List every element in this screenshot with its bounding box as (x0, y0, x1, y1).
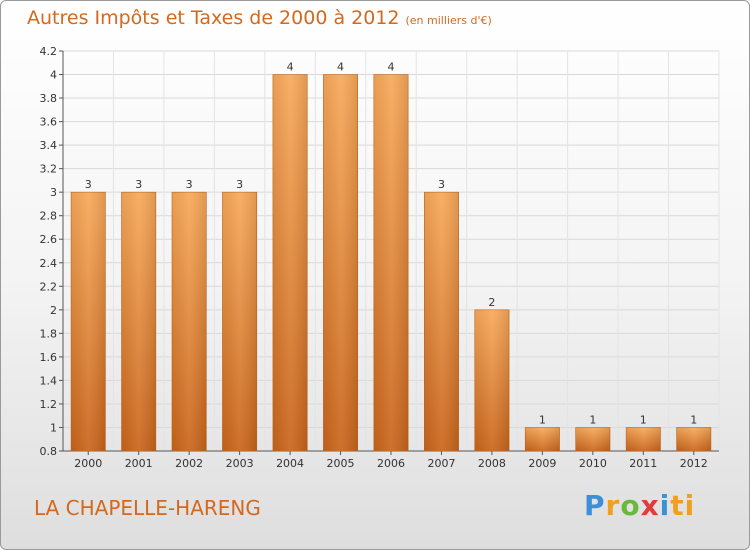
brand-letter: i (659, 489, 671, 522)
bar-data-label: 1 (539, 413, 546, 426)
bar-shading (575, 427, 611, 451)
bar-shading (626, 427, 661, 451)
bar-data-label: 3 (186, 178, 193, 191)
y-tick-label: 4 (50, 69, 57, 82)
bar-data-label: 1 (690, 413, 697, 426)
bar-shading (525, 427, 560, 451)
y-tick-label: 2.2 (40, 280, 58, 293)
x-tick-label: 2004 (276, 457, 304, 470)
y-tick-label: 1.6 (40, 351, 58, 364)
y-tick-label: 3 (50, 186, 57, 199)
chart-unit-label: (en milliers d'€) (405, 14, 492, 27)
brand-letter: ti (670, 489, 696, 522)
y-tick-label: 3.6 (40, 116, 58, 129)
brand-letter: r (605, 489, 621, 522)
bar-data-label: 1 (589, 413, 596, 426)
bar-data-label: 4 (388, 61, 395, 74)
bar-shading (71, 192, 106, 452)
bar-data-label: 3 (236, 178, 243, 191)
x-tick-label: 2008 (478, 457, 506, 470)
x-tick-label: 2006 (377, 457, 405, 470)
y-tick-label: 4.2 (40, 45, 58, 58)
bar-shading (323, 74, 358, 451)
bar-shading (171, 192, 207, 452)
bar-data-label: 1 (640, 413, 647, 426)
x-tick-label: 2012 (680, 457, 708, 470)
bar-data-label: 3 (438, 178, 445, 191)
place-name: LA CHAPELLE-HARENG (34, 496, 261, 520)
y-tick-label: 3.8 (40, 92, 58, 105)
y-tick-label: 2.8 (40, 210, 58, 223)
bar-data-label: 2 (488, 296, 495, 309)
brand-letter: o (620, 489, 641, 522)
y-tick-label: 1.2 (40, 398, 58, 411)
x-tick-label: 2010 (579, 457, 607, 470)
x-tick-label: 2007 (427, 457, 455, 470)
bar-shading (222, 192, 257, 452)
bar-shading (272, 74, 308, 451)
x-tick-label: 2000 (74, 457, 102, 470)
y-tick-label: 0.8 (40, 445, 58, 458)
brand-logo: Proxiti (584, 489, 695, 522)
y-tick-label: 1 (50, 421, 57, 434)
bar-shading (424, 192, 459, 452)
y-tick-label: 2.6 (40, 233, 58, 246)
chart-title-text: Autres Impôts et Taxes de 2000 à 2012 (27, 7, 400, 29)
y-tick-label: 3.4 (40, 139, 58, 152)
x-tick-label: 2001 (125, 457, 153, 470)
y-tick-label: 1.4 (40, 374, 58, 387)
y-tick-label: 2 (50, 304, 57, 317)
bar-data-label: 3 (85, 178, 92, 191)
bar-data-label: 4 (337, 61, 344, 74)
x-tick-label: 2002 (175, 457, 203, 470)
x-tick-label: 2005 (327, 457, 355, 470)
bar-shading (373, 74, 409, 451)
y-tick-label: 1.8 (40, 327, 58, 340)
bar-data-label: 4 (287, 61, 294, 74)
bar-shading (121, 192, 156, 452)
x-tick-label: 2009 (528, 457, 556, 470)
bar-shading (474, 309, 510, 451)
brand-letter: P (584, 489, 606, 522)
chart-title: Autres Impôts et Taxes de 2000 à 2012 (en… (27, 7, 492, 29)
y-tick-label: 2.4 (40, 257, 58, 270)
x-tick-label: 2011 (629, 457, 657, 470)
bar-data-label: 3 (135, 178, 142, 191)
x-tick-label: 2003 (226, 457, 254, 470)
bar-shading (676, 427, 711, 451)
brand-letter: x (640, 489, 660, 522)
y-tick-label: 3.2 (40, 163, 58, 176)
